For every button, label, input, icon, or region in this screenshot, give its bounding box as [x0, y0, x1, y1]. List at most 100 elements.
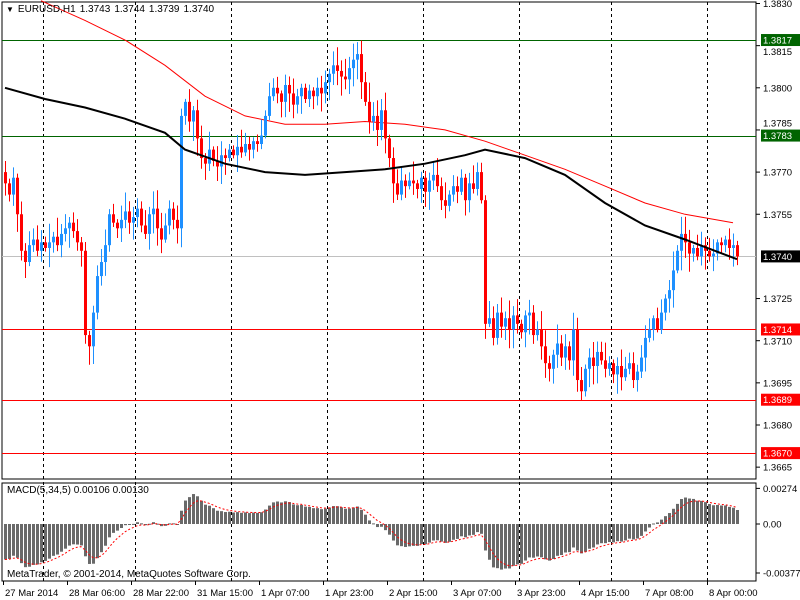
candle: [512, 306, 515, 349]
candle-body: [300, 87, 303, 97]
candle: [444, 182, 447, 219]
candle: [40, 230, 43, 262]
candle-body: [488, 318, 491, 324]
candle-body: [364, 82, 367, 102]
candle-body: [472, 183, 475, 189]
macd-histogram-bar: [128, 524, 131, 525]
macd-histogram-bar: [464, 524, 467, 538]
macd-histogram-bar: [372, 523, 375, 525]
candle-body: [204, 158, 207, 164]
macd-histogram-bar: [252, 512, 255, 524]
candle: [104, 229, 107, 276]
candle: [700, 231, 703, 266]
macd-histogram-bar: [428, 524, 431, 543]
macd-histogram-bar: [248, 513, 251, 524]
macd-histogram-bar: [608, 524, 611, 543]
candle: [472, 165, 475, 194]
candle: [456, 176, 459, 204]
candle-body: [468, 183, 471, 201]
candle-body: [208, 149, 211, 164]
candle-body: [164, 225, 167, 240]
candle-body: [48, 242, 51, 248]
candle: [192, 105, 195, 142]
time-axis-label: 3 Apr 07:00: [453, 588, 502, 599]
macd-histogram-bar: [672, 508, 675, 524]
candle: [92, 305, 95, 365]
candle-body: [424, 177, 427, 192]
candle-body: [672, 270, 675, 291]
candle-body: [620, 365, 623, 378]
candle-body: [92, 312, 95, 347]
candle: [520, 319, 523, 339]
candle: [128, 201, 131, 234]
macd-histogram-bar: [112, 524, 115, 533]
candle: [152, 191, 155, 234]
candle-body: [132, 217, 135, 223]
candle-body: [252, 141, 255, 150]
macd-histogram-bar: [472, 524, 475, 535]
candle-body: [532, 312, 535, 336]
macd-histogram-bar: [232, 512, 235, 524]
macd-histogram-bar: [384, 524, 387, 531]
candle: [508, 300, 511, 349]
candle: [352, 43, 355, 87]
candle-body: [160, 228, 163, 240]
macd-histogram-bar: [684, 497, 687, 524]
candle-body: [460, 177, 463, 192]
candle: [556, 324, 559, 368]
candle: [612, 359, 615, 384]
candle: [148, 206, 151, 250]
candle-body: [20, 214, 23, 251]
candle-body: [636, 371, 639, 381]
price-level-tag: [761, 393, 800, 406]
candle: [692, 244, 695, 262]
candle: [448, 190, 451, 212]
candle-body: [384, 110, 387, 139]
candle: [96, 265, 99, 320]
candle-body: [420, 177, 423, 189]
candle: [288, 76, 291, 112]
candle: [248, 136, 251, 161]
candle-body: [144, 225, 147, 234]
price-level-tag: [761, 323, 800, 336]
time-axis-label: 28 Mar 22:00: [133, 588, 189, 599]
candle: [484, 195, 487, 339]
macd-histogram-bar: [736, 509, 739, 524]
candle: [528, 299, 531, 335]
macd-histogram-bar: [676, 503, 679, 524]
candle-body: [32, 239, 35, 246]
candle-body: [340, 70, 343, 77]
candle-body: [108, 214, 111, 246]
macd-histogram-bar: [456, 524, 459, 539]
dropdown-triangle-icon[interactable]: ▼: [6, 5, 14, 14]
candle: [380, 99, 383, 141]
candle: [156, 190, 159, 246]
candle-body: [664, 298, 667, 313]
candle-body: [4, 172, 7, 184]
candle: [268, 82, 271, 121]
candle-body: [572, 329, 575, 361]
candle: [252, 137, 255, 159]
macd-label: MACD(5,34,5) 0.00106 0.00130: [7, 485, 149, 496]
macd-histogram-bar: [644, 524, 647, 532]
candle: [660, 299, 663, 334]
macd-histogram-bar: [116, 524, 119, 531]
candle: [596, 341, 599, 384]
macd-histogram-bar: [328, 507, 331, 524]
macd-histogram-bar: [632, 524, 635, 540]
candle-body: [412, 180, 415, 184]
candle: [420, 171, 423, 203]
macd-histogram-bar: [628, 524, 631, 539]
macd-histogram-bar: [508, 524, 511, 569]
candle-body: [500, 312, 503, 327]
candle: [360, 40, 363, 99]
time-axis-label: 4 Apr 15:00: [581, 588, 630, 599]
candle: [168, 200, 171, 235]
candle-body: [28, 245, 31, 263]
candle: [468, 172, 471, 213]
price-axis-label: 1.3680: [763, 421, 792, 432]
macd-histogram-bar: [380, 524, 383, 527]
candle-body: [656, 318, 659, 330]
macd-histogram-bar: [448, 524, 451, 542]
